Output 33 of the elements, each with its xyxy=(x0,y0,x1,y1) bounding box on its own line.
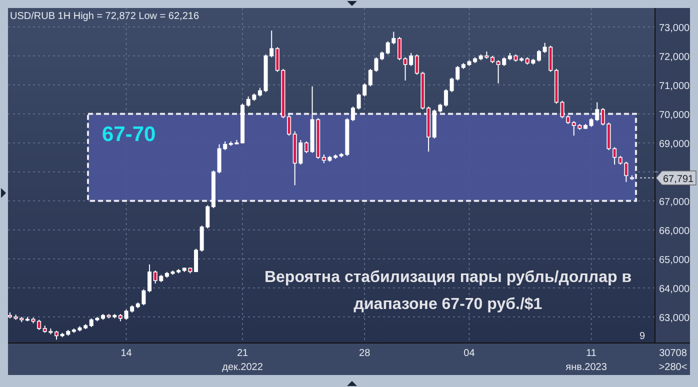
candlestick xyxy=(536,50,541,62)
text: >280< xyxy=(658,362,688,373)
y-tick-label: 73,000 xyxy=(659,22,690,34)
y-tick-label: 72,000 xyxy=(659,52,690,63)
text: янв.2023 xyxy=(566,362,608,373)
y-tick-label: 65,000 xyxy=(659,254,690,266)
text: 9 xyxy=(639,331,646,342)
band-label: 67-70 xyxy=(102,122,156,146)
text: 30708 xyxy=(659,348,688,359)
candlestick xyxy=(148,264,152,293)
candlestick xyxy=(350,106,355,122)
annotation: Вероятна стабилизация пары рубль/доллар в диапазоне 67-70 руб./$1 xyxy=(264,269,632,313)
chart-title: USD/RUB 1H High = 72,872 Low = 62,216 xyxy=(10,11,200,22)
y-tick-label: 64,000 xyxy=(659,284,690,295)
x-tick-label: 14 xyxy=(120,348,132,359)
x-tick-label: 11 xyxy=(586,348,597,359)
y-tick-label: 71,000 xyxy=(659,80,690,92)
candlestick xyxy=(287,113,292,136)
candlestick xyxy=(194,248,198,272)
candlestick xyxy=(397,36,402,61)
y-tick-label: 69,000 xyxy=(659,138,690,150)
candlestick xyxy=(304,140,308,154)
candlestick xyxy=(444,88,448,108)
y-tick-label: 66,000 xyxy=(659,226,690,237)
ref-line-label: 67,791 xyxy=(663,174,694,185)
x-tick-label: 21 xyxy=(236,348,249,359)
x-tick-label: 04 xyxy=(464,348,476,359)
y-tick-label: 63,000 xyxy=(659,312,690,324)
x-tick-label: 28 xyxy=(359,348,371,359)
y-tick-label: 67,000 xyxy=(659,196,690,208)
candlestick xyxy=(612,146,617,166)
y-tick-label: 70,000 xyxy=(659,110,690,121)
text: дек.2022 xyxy=(222,362,264,373)
